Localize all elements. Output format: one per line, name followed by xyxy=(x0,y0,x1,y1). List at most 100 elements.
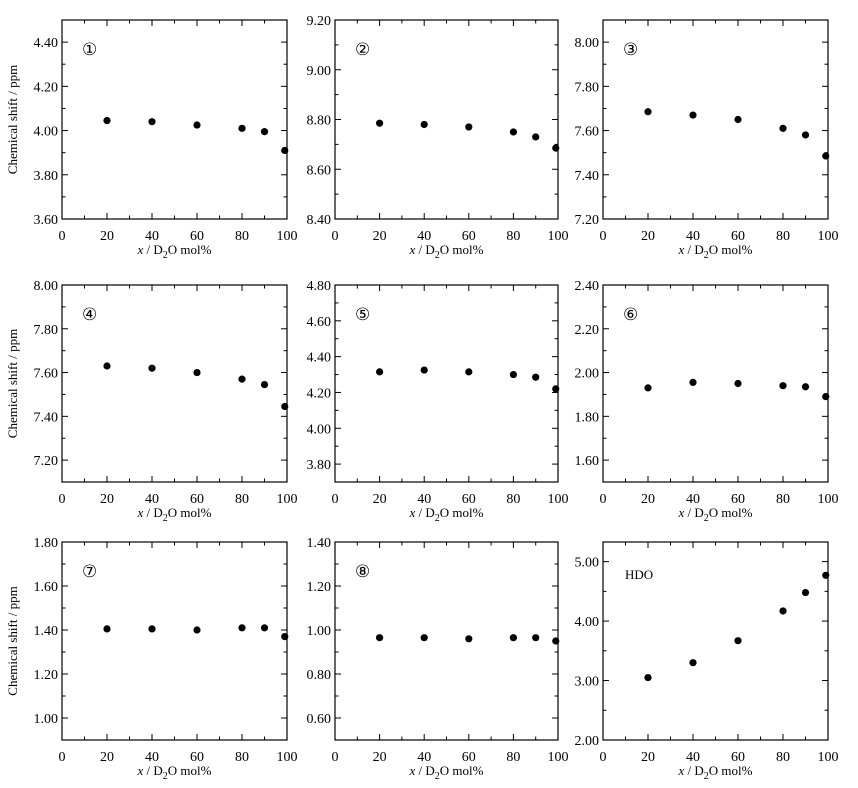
data-point xyxy=(193,626,201,634)
x-tick-label: 0 xyxy=(600,492,607,507)
data-point xyxy=(779,382,787,390)
y-tick-label: 1.00 xyxy=(307,624,332,639)
panel-label: HDO xyxy=(625,567,653,582)
x-tick-label: 0 xyxy=(600,750,607,765)
data-point xyxy=(193,368,201,377)
x-axis-label-var: x xyxy=(409,242,416,257)
x-tick-label: 0 xyxy=(59,492,66,507)
data-point xyxy=(238,124,246,132)
x-tick-label: 100 xyxy=(818,750,839,765)
x-axis-label: x / D2O mol% xyxy=(137,505,212,524)
x-tick-label: 100 xyxy=(277,750,298,765)
x-tick-label: 20 xyxy=(373,750,387,765)
data-point xyxy=(822,152,830,160)
data-point xyxy=(532,133,540,141)
y-tick-label: 1.40 xyxy=(307,536,332,551)
y-tick-label: 0.60 xyxy=(307,712,332,727)
chart-panel-9: 0 20 40 60 80 100 2.00 3.00 4.00 5.00 x / D2O mol%… xyxy=(575,541,839,782)
data-point xyxy=(689,111,697,119)
x-axis-label-text: / D xyxy=(415,763,435,778)
x-tick-label: 20 xyxy=(641,750,655,765)
chart-panel-8: 0 20 40 60 80 100 0.60 0.80 1.00 1.20 1.40 x / D2O … xyxy=(307,536,569,782)
chart-panel-6: 0 20 40 60 80 100 1.60 1.80 2.00 2.20 2.40 x / D2O … xyxy=(575,279,839,524)
chart-panel-4: 0 20 40 60 80 100 7.20 7.40 7.60 7.80 8.00 x / D2O … xyxy=(5,279,298,524)
x-tick-label: 60 xyxy=(462,750,476,765)
data-point xyxy=(822,393,830,401)
data-point xyxy=(281,633,289,641)
x-axis-label: x / D2O mol% xyxy=(678,242,753,261)
data-point xyxy=(103,625,111,633)
data-point xyxy=(465,368,473,376)
data-point xyxy=(281,402,289,411)
data-point xyxy=(734,637,742,645)
x-axis-label-tail: O mol% xyxy=(168,763,212,778)
data-point xyxy=(734,115,742,124)
data-point xyxy=(376,634,384,642)
x-tick-label: 20 xyxy=(100,750,114,765)
data-point xyxy=(148,625,156,633)
data-point xyxy=(260,128,269,136)
x-tick-label: 60 xyxy=(462,492,476,507)
x-axis-label-text: / D xyxy=(684,505,704,520)
y-tick-label: 1.20 xyxy=(34,668,59,683)
data-point xyxy=(193,121,201,129)
x-axis-label-tail: O mol% xyxy=(440,242,484,257)
data-point xyxy=(465,123,473,131)
y-tick-label: 4.20 xyxy=(307,386,332,401)
data-point xyxy=(509,634,517,642)
data-point xyxy=(552,637,560,645)
x-tick-label: 40 xyxy=(686,750,700,765)
x-axis-label-var: x xyxy=(409,505,416,520)
data-point xyxy=(644,673,652,682)
data-point xyxy=(801,588,810,597)
x-axis-label: x / D2O mol% xyxy=(409,763,484,782)
x-tick-label: 40 xyxy=(686,492,700,507)
data-point xyxy=(103,362,111,370)
x-axis-label-tail: O mol% xyxy=(168,242,212,257)
y-tick-label: 1.80 xyxy=(34,536,59,551)
x-tick-label: 80 xyxy=(235,229,249,244)
x-axis-label: x / D2O mol% xyxy=(137,242,212,261)
panel-label: ② xyxy=(355,40,370,59)
y-tick-label: 1.40 xyxy=(34,624,59,639)
y-tick-label: 1.00 xyxy=(34,712,59,727)
chart-panel-3: 0 20 40 60 80 100 7.20 7.40 7.60 7.80 8.00 x / D2O … xyxy=(575,19,839,261)
y-tick-label: 4.20 xyxy=(34,80,59,95)
y-tick-label: 7.20 xyxy=(575,213,600,228)
y-tick-label: 8.00 xyxy=(575,36,600,51)
y-tick-label: 5.00 xyxy=(575,556,600,571)
x-tick-label: 80 xyxy=(235,750,249,765)
data-point xyxy=(552,385,560,393)
y-tick-label: 8.60 xyxy=(307,163,332,178)
data-point xyxy=(148,118,156,126)
data-point xyxy=(376,368,384,376)
y-tick-label: 4.40 xyxy=(307,351,332,366)
x-axis-label-var: x xyxy=(409,763,416,778)
data-point xyxy=(689,659,697,667)
data-point xyxy=(509,128,517,136)
data-point xyxy=(103,117,111,125)
x-axis-label-sub: 2 xyxy=(163,771,168,782)
x-axis-label-tail: O mol% xyxy=(168,505,212,520)
x-tick-label: 100 xyxy=(548,750,569,765)
y-tick-label: 8.00 xyxy=(34,279,59,294)
y-axis-label: Chemical shift / ppm xyxy=(5,329,20,438)
x-axis-label-sub: 2 xyxy=(704,513,709,524)
x-tick-label: 80 xyxy=(506,750,520,765)
y-tick-label: 1.20 xyxy=(307,580,332,595)
data-point xyxy=(420,634,428,642)
y-tick-label: 9.20 xyxy=(307,14,332,29)
data-point xyxy=(281,146,289,155)
x-tick-label: 100 xyxy=(277,229,298,244)
x-axis-label-var: x xyxy=(137,505,144,520)
x-tick-label: 100 xyxy=(818,492,839,507)
x-axis-label: x / D2O mol% xyxy=(409,505,484,524)
data-point xyxy=(801,131,810,139)
y-tick-label: 0.80 xyxy=(307,668,332,683)
x-axis-label-sub: 2 xyxy=(435,250,440,261)
x-tick-label: 0 xyxy=(332,492,339,507)
y-tick-label: 3.80 xyxy=(307,458,332,473)
data-point xyxy=(238,624,246,632)
y-tick-label: 7.60 xyxy=(34,367,59,382)
